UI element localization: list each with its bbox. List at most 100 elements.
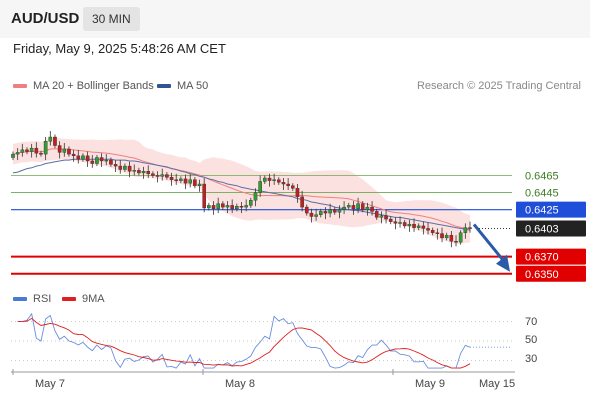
- candle-body: [183, 178, 188, 184]
- candle-body: [225, 205, 230, 208]
- candle: [62, 143, 67, 157]
- x-label-may8: May 8: [225, 378, 255, 390]
- candle: [183, 174, 188, 190]
- candle-body: [34, 147, 39, 154]
- legend-ma50: MA 50: [157, 80, 208, 92]
- candle-body: [123, 165, 127, 170]
- candle: [263, 175, 267, 185]
- candle: [249, 197, 253, 208]
- candle: [216, 197, 220, 214]
- candle-body: [309, 212, 314, 217]
- candle-body: [244, 205, 248, 208]
- candle: [197, 179, 202, 192]
- candle-body: [304, 206, 309, 214]
- candle-body: [90, 160, 95, 164]
- candle-body: [15, 152, 20, 155]
- candle-body: [272, 179, 276, 181]
- candle-body: [277, 179, 281, 183]
- candle-body: [290, 185, 295, 189]
- candle-body: [295, 188, 300, 198]
- candle-body: [314, 214, 318, 217]
- candle-body: [342, 206, 346, 210]
- candle-body: [95, 157, 99, 164]
- candle: [379, 211, 384, 224]
- candle: [328, 203, 332, 218]
- rsi-line: [17, 312, 471, 369]
- candle-body: [468, 227, 472, 229]
- candle-body: [197, 183, 202, 186]
- candle-body: [29, 147, 34, 152]
- legend-ma20: MA 20 + Bollinger Bands: [13, 80, 154, 92]
- candle-body: [435, 232, 440, 234]
- candle-body: [20, 149, 25, 153]
- candle: [95, 154, 99, 167]
- candle: [374, 208, 379, 220]
- rsi-tick-50: 50: [525, 334, 537, 346]
- candle-body: [193, 179, 197, 186]
- candle: [430, 227, 435, 236]
- candle: [202, 178, 206, 213]
- candle: [230, 199, 234, 214]
- candle-body: [48, 136, 53, 142]
- legend-rsi: RSI: [13, 293, 51, 305]
- candle-body: [71, 153, 76, 157]
- candle-body: [458, 232, 463, 243]
- candle: [258, 175, 262, 197]
- candle-body: [398, 222, 402, 224]
- candle: [277, 177, 281, 185]
- candle: [346, 202, 351, 210]
- candle: [342, 201, 346, 214]
- research-credit: Research © 2025 Trading Central: [416, 80, 581, 92]
- candle: [188, 173, 193, 188]
- candle: [384, 209, 388, 224]
- candle-body: [356, 203, 360, 210]
- legend-9ma: 9MA: [62, 293, 105, 305]
- candle: [454, 235, 458, 247]
- candle: [193, 177, 197, 189]
- candle: [104, 154, 109, 166]
- candle-body: [360, 203, 365, 210]
- candle: [440, 227, 444, 243]
- candle-body: [39, 153, 43, 155]
- timeframe-button[interactable]: 30 MIN: [83, 7, 140, 31]
- support-badge-4: [516, 248, 586, 265]
- candle-body: [463, 227, 468, 233]
- candle-body: [207, 205, 211, 209]
- candle: [239, 201, 244, 214]
- candle: [290, 183, 295, 191]
- candle-body: [132, 170, 137, 172]
- candle: [39, 150, 43, 157]
- price-levels: [11, 175, 586, 282]
- candle: [118, 160, 123, 174]
- candle-body: [221, 203, 225, 208]
- candle-body: [62, 148, 67, 153]
- candle: [435, 228, 440, 240]
- candle: [444, 232, 449, 241]
- candle-body: [384, 215, 388, 220]
- candle: [85, 151, 90, 167]
- rsi-9ma-line: [17, 317, 471, 369]
- candle: [360, 201, 365, 213]
- candle-body: [370, 206, 374, 212]
- candle: [402, 219, 407, 229]
- candle: [207, 202, 211, 211]
- candle-body: [249, 200, 253, 206]
- candle-body: [351, 205, 356, 210]
- level-label-3: 0.6403: [525, 224, 559, 236]
- candle: [416, 223, 421, 231]
- candle-body: [346, 205, 351, 208]
- rsi-tick-30: 30: [525, 353, 537, 365]
- candle: [388, 216, 393, 225]
- ma9-swatch: [62, 297, 76, 301]
- candle-body: [328, 209, 332, 214]
- candle-body: [76, 155, 81, 160]
- candle-body: [416, 225, 421, 228]
- x-label-may9: May 9: [415, 378, 445, 390]
- candle: [151, 171, 155, 179]
- candle: [81, 153, 85, 162]
- legend-ma50-label: MA 50: [177, 80, 209, 92]
- candle-body: [253, 192, 258, 201]
- legend-9ma-label: 9MA: [82, 293, 105, 305]
- candle: [468, 221, 472, 233]
- bollinger-band: [13, 137, 470, 245]
